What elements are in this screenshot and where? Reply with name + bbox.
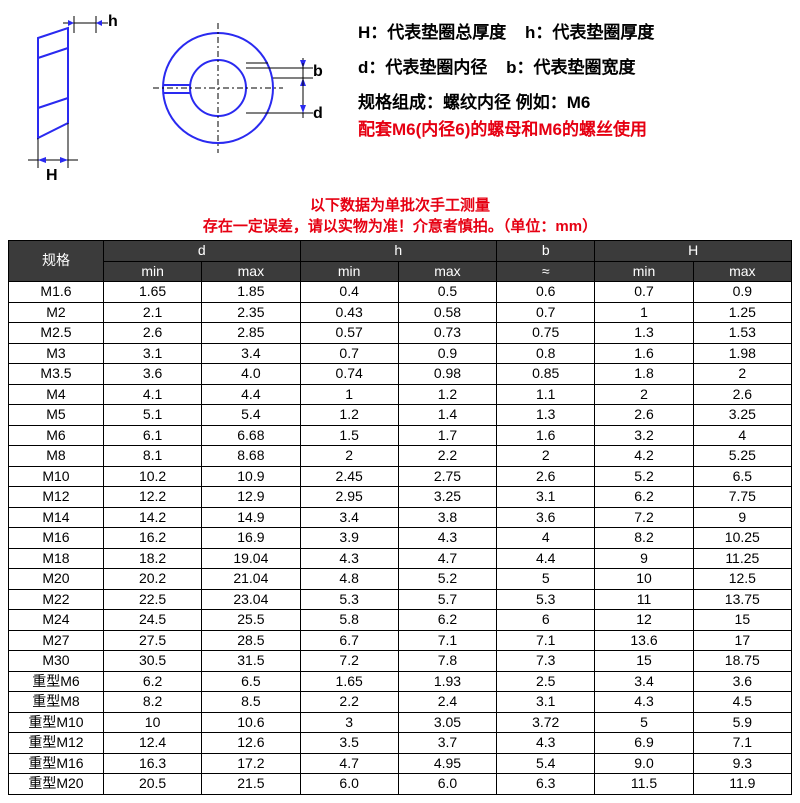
usage-note: 配套M6(内径6)的螺母和M6的螺丝使用 [358, 115, 792, 140]
measurement-notice: 以下数据为单批次手工测量 存在一定误差，请以实物为准！介意者慎拍。（单位：mm） [8, 194, 792, 236]
table-row: 重型M88.28.52.22.43.14.34.5 [9, 692, 792, 713]
table-row: M33.13.40.70.90.81.61.98 [9, 343, 792, 364]
table-row: M1212.212.92.953.253.16.27.75 [9, 487, 792, 508]
table-row: M66.16.681.51.71.63.24 [9, 425, 792, 446]
table-row: M3.53.64.00.740.980.851.82 [9, 364, 792, 385]
legend-b: b：代表垫圈宽度 [506, 58, 635, 77]
table-row: M3030.531.57.27.87.31518.75 [9, 651, 792, 672]
table-row: M44.14.411.21.122.6 [9, 384, 792, 405]
table-row: M1010.210.92.452.752.65.26.5 [9, 466, 792, 487]
table-row: 重型M101010.633.053.7255.9 [9, 712, 792, 733]
legend: H：代表垫圈总厚度 h：代表垫圈厚度 d：代表垫圈内径 b：代表垫圈宽度 规格组… [358, 8, 792, 140]
table-row: M2222.523.045.35.75.31113.75 [9, 589, 792, 610]
top-section: H h [8, 8, 792, 188]
table-row: 重型M2020.521.56.06.06.311.511.9 [9, 774, 792, 795]
dim-b: b [313, 63, 323, 80]
table-row: M1414.214.93.43.83.67.29 [9, 507, 792, 528]
legend-d: d：代表垫圈内径 [358, 58, 487, 77]
washer-diagram: H h [8, 8, 348, 188]
table-row: 重型M66.26.51.651.932.53.43.6 [9, 671, 792, 692]
table-row: M2020.221.044.85.251012.5 [9, 569, 792, 590]
spec-table: 规格dhbHminmaxminmax≈minmax M1.61.651.850.… [8, 240, 792, 795]
table-row: M1.61.651.850.40.50.60.70.9 [9, 282, 792, 303]
notice-line-1: 以下数据为单批次手工测量 [8, 194, 792, 215]
dim-h: h [108, 13, 118, 30]
spec-composition: 规格组成：螺纹内径 例如：M6 [358, 88, 792, 113]
table-row: M2.52.62.850.570.730.751.31.53 [9, 323, 792, 344]
legend-h: h：代表垫圈厚度 [525, 23, 654, 42]
table-header: 规格dhbHminmaxminmax≈minmax [9, 241, 792, 282]
dim-d: d [313, 105, 323, 122]
table-body: M1.61.651.850.40.50.60.70.9M22.12.350.43… [9, 282, 792, 795]
table-row: M88.18.6822.224.25.25 [9, 446, 792, 467]
legend-H: H：代表垫圈总厚度 [358, 23, 506, 42]
table-row: 重型M1616.317.24.74.955.49.09.3 [9, 753, 792, 774]
table-row: M22.12.350.430.580.711.25 [9, 302, 792, 323]
table-row: M2727.528.56.77.17.113.617 [9, 630, 792, 651]
table-row: M1818.219.044.34.74.4911.25 [9, 548, 792, 569]
table-row: 重型M1212.412.63.53.74.36.97.1 [9, 733, 792, 754]
table-row: M1616.216.93.94.348.210.25 [9, 528, 792, 549]
notice-line-2: 存在一定误差，请以实物为准！介意者慎拍。（单位：mm） [8, 215, 792, 236]
table-row: M55.15.41.21.41.32.63.25 [9, 405, 792, 426]
table-row: M2424.525.55.86.261215 [9, 610, 792, 631]
dim-H: H [46, 167, 58, 184]
